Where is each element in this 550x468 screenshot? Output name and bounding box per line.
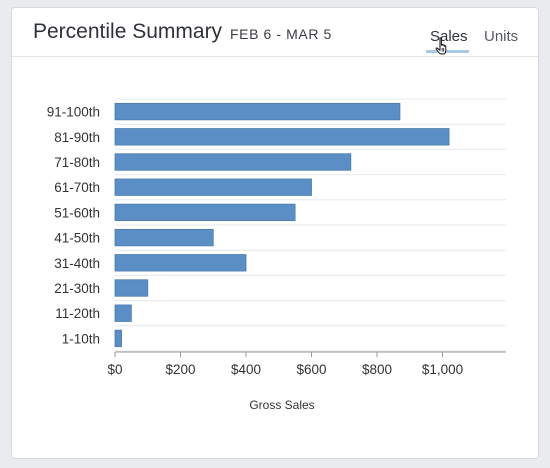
percentile-bar-chart: 91-100th 81-90th 71-80th 61-70th 51-60th 41-5… — [47, 98, 506, 412]
bar-31-40th — [114, 254, 247, 272]
percentile-summary-card: Percentile Summary FEB 6 - MAR 5 Sales U… — [11, 7, 539, 459]
tab-units[interactable]: Units — [484, 28, 519, 45]
y-tick-label: 11-20th — [55, 306, 100, 321]
bar-61-70th — [114, 178, 312, 196]
y-tick-label: 1-10th — [62, 331, 100, 346]
y-tick-label: 41-50th — [54, 231, 100, 246]
y-tick-label: 71-80th — [54, 155, 100, 170]
bar-91-100th — [114, 102, 401, 121]
x-axis-title: Gross Sales — [249, 398, 314, 412]
bar-11-20th — [114, 304, 132, 322]
active-tab-indicator — [426, 50, 469, 53]
bar-21-30th — [114, 279, 149, 297]
card-header: Percentile Summary FEB 6 - MAR 5 Sales U… — [12, 8, 538, 57]
bar-81-90th — [114, 128, 450, 146]
tab-sales[interactable]: Sales — [430, 28, 468, 45]
bar-1-10th — [114, 329, 122, 348]
y-tick-label: 51-60th — [54, 205, 100, 220]
date-range: FEB 6 - MAR 5 — [230, 26, 332, 42]
y-tick-label: 61-70th — [54, 180, 100, 195]
y-tick-label: 31-40th — [54, 256, 100, 271]
bar-51-60th — [114, 203, 296, 222]
bar-41-50th — [114, 228, 214, 247]
x-tick-label: $800 — [362, 362, 392, 377]
card-title: Percentile Summary — [33, 20, 223, 43]
x-tick-label: $200 — [165, 362, 195, 377]
y-tick-label: 81-90th — [54, 130, 100, 145]
bar-71-80th — [114, 153, 352, 171]
x-tick-label: $600 — [296, 362, 326, 377]
y-tick-label: 91-100th — [47, 105, 100, 120]
y-tick-label: 21-30th — [54, 281, 100, 296]
x-tick-label: $1,000 — [422, 362, 463, 377]
x-tick-label: $400 — [231, 362, 261, 377]
hand-pointer-icon — [435, 37, 447, 55]
x-tick-label: $0 — [107, 362, 122, 377]
